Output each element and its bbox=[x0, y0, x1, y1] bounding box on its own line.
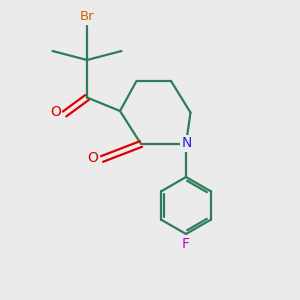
Text: F: F bbox=[182, 237, 190, 250]
Text: O: O bbox=[50, 106, 61, 119]
Text: O: O bbox=[88, 151, 98, 164]
Text: N: N bbox=[182, 136, 192, 150]
Text: Br: Br bbox=[80, 10, 94, 23]
